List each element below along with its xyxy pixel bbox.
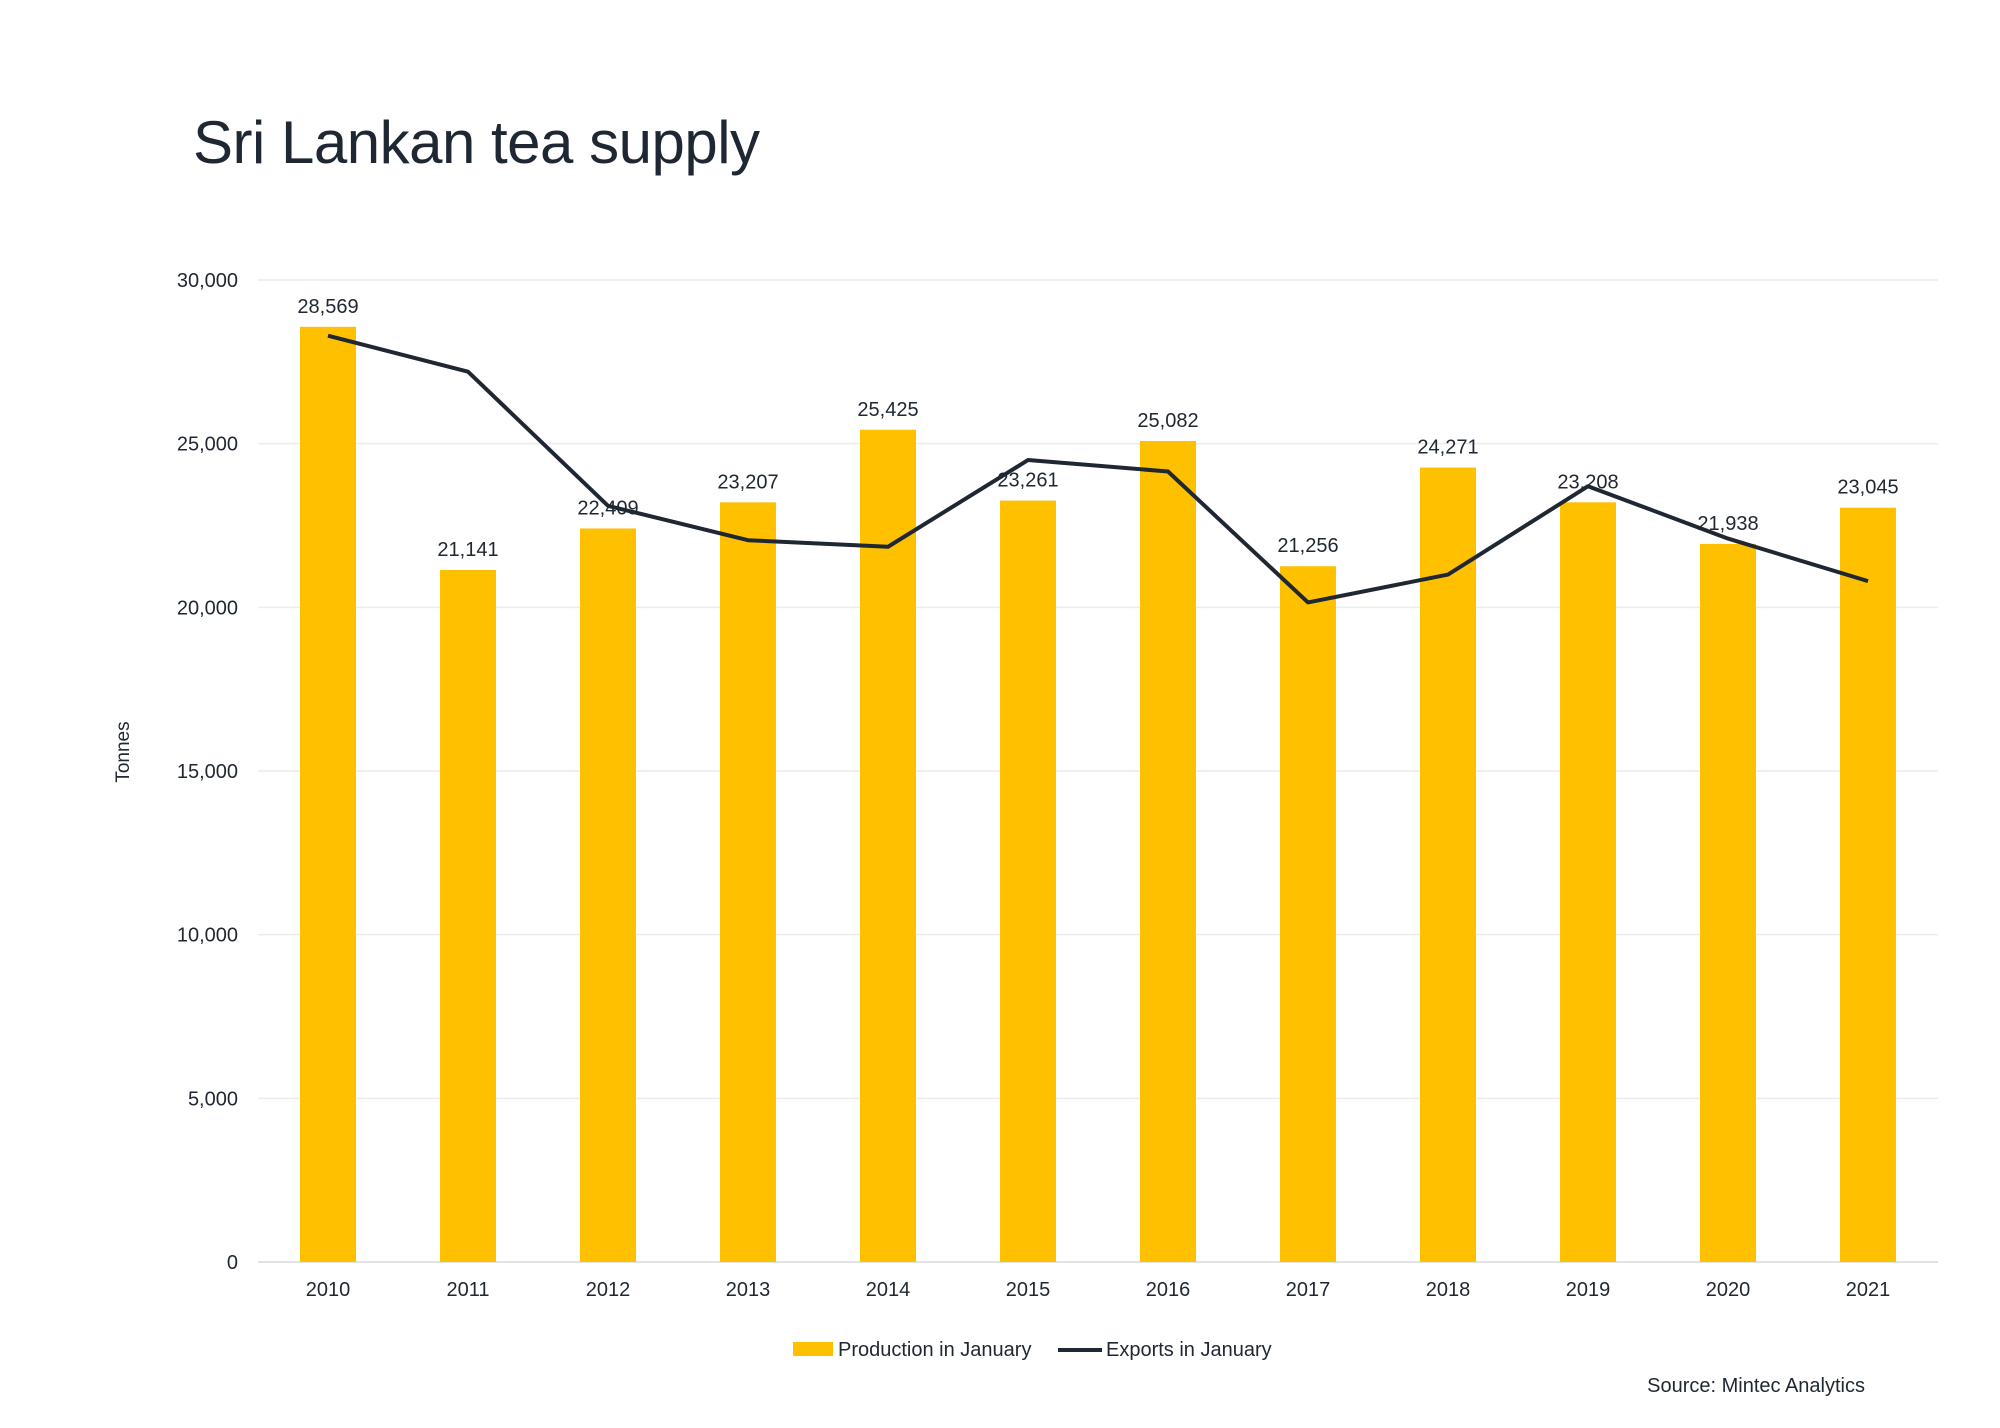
production-bar — [860, 429, 916, 1262]
x-tick-label: 2017 — [1286, 1279, 1331, 1301]
legend: Production in January Exports in January — [793, 1339, 1272, 1361]
x-tick-label: 2012 — [586, 1279, 631, 1301]
y-tick-label: 10,000 — [177, 925, 238, 947]
bar-data-labels: 28,569 21,141 22,409 23,207 25,425 23,261 25,0… — [297, 296, 1898, 561]
production-bar — [300, 326, 356, 1262]
y-tick-label: 25,000 — [177, 434, 238, 456]
bar-data-label: 25,082 — [1137, 410, 1198, 432]
production-bar — [1000, 500, 1056, 1262]
x-tick-label: 2019 — [1566, 1279, 1611, 1301]
x-tick-label: 2021 — [1846, 1279, 1891, 1301]
bar-data-label: 23,045 — [1837, 477, 1898, 499]
production-bars — [300, 326, 1896, 1262]
y-axis-label: Tonnes — [113, 721, 134, 782]
y-tick-label: 30,000 — [177, 270, 238, 292]
x-tick-label: 2011 — [446, 1279, 489, 1301]
bar-data-label: 23,207 — [717, 471, 778, 493]
gridlines — [258, 279, 1938, 1263]
y-tick-label: 5,000 — [188, 1088, 238, 1110]
bar-data-label: 23,261 — [997, 470, 1058, 492]
y-tick-label: 0 — [227, 1252, 238, 1274]
bar-data-label: 28,569 — [297, 296, 358, 318]
production-bar — [1140, 440, 1196, 1262]
bar-data-label: 21,938 — [1697, 513, 1758, 535]
bar-data-label: 25,425 — [857, 399, 918, 421]
x-tick-label: 2016 — [1146, 1279, 1191, 1301]
production-bar — [580, 528, 636, 1262]
chart-title: Sri Lankan tea supply — [193, 109, 760, 176]
x-tick-label: 2014 — [866, 1279, 911, 1301]
exports-line — [327, 333, 1869, 605]
legend-production-label: Production in January — [838, 1339, 1031, 1361]
bar-data-label: 24,271 — [1417, 437, 1478, 459]
x-axis-ticks: 2010 2011 2012 2013 2014 2015 2016 2017 2018 2019… — [306, 1279, 1891, 1301]
y-tick-label: 20,000 — [177, 597, 238, 619]
production-bar — [1560, 502, 1616, 1262]
bar-data-label: 21,256 — [1277, 535, 1338, 557]
x-tick-label: 2010 — [306, 1279, 351, 1301]
production-bar — [1840, 507, 1896, 1262]
x-tick-label: 2020 — [1706, 1279, 1751, 1301]
bar-data-label: 22,409 — [577, 497, 638, 519]
production-bar — [440, 569, 496, 1262]
y-tick-label: 15,000 — [177, 761, 238, 783]
bar-data-label: 23,208 — [1557, 471, 1618, 493]
x-tick-label: 2013 — [726, 1279, 771, 1301]
x-tick-label: 2015 — [1006, 1279, 1051, 1301]
legend-production-swatch — [793, 1342, 833, 1356]
production-bar — [1420, 467, 1476, 1262]
exports-line-path — [327, 333, 1869, 605]
production-bar — [720, 502, 776, 1262]
legend-exports-label: Exports in January — [1106, 1339, 1272, 1361]
production-bar — [1700, 543, 1756, 1262]
x-tick-label: 2018 — [1426, 1279, 1471, 1301]
production-bar — [1280, 566, 1336, 1262]
source-note: Source: Mintec Analytics — [1647, 1375, 1865, 1397]
bar-data-label: 21,141 — [437, 539, 498, 561]
y-axis-ticks: 0 5,000 10,000 15,000 20,000 25,000 30,000 — [177, 270, 238, 1274]
